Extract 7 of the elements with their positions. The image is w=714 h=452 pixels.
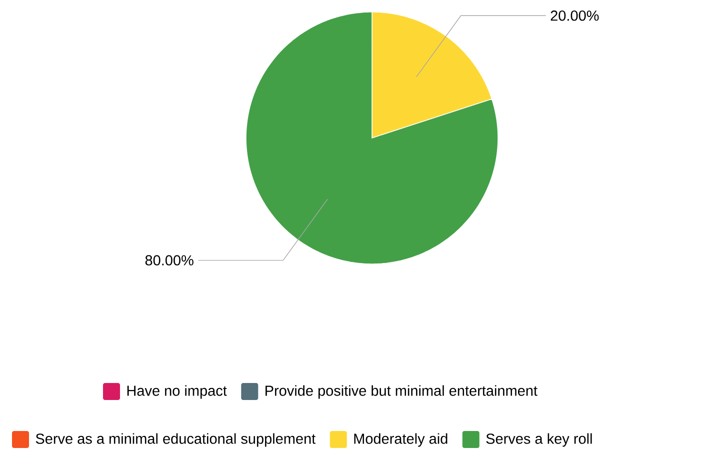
legend-label: Have no impact (127, 385, 227, 399)
legend-label: Moderately aid (354, 433, 448, 447)
data-label: 20.00% (550, 10, 599, 21)
data-label: 80.00% (145, 255, 194, 266)
legend-label: Serves a key roll (486, 433, 592, 447)
legend-label: Provide positive but minimal entertainment (266, 385, 538, 399)
legend-label: Serve as a minimal educational supplement (36, 433, 316, 447)
